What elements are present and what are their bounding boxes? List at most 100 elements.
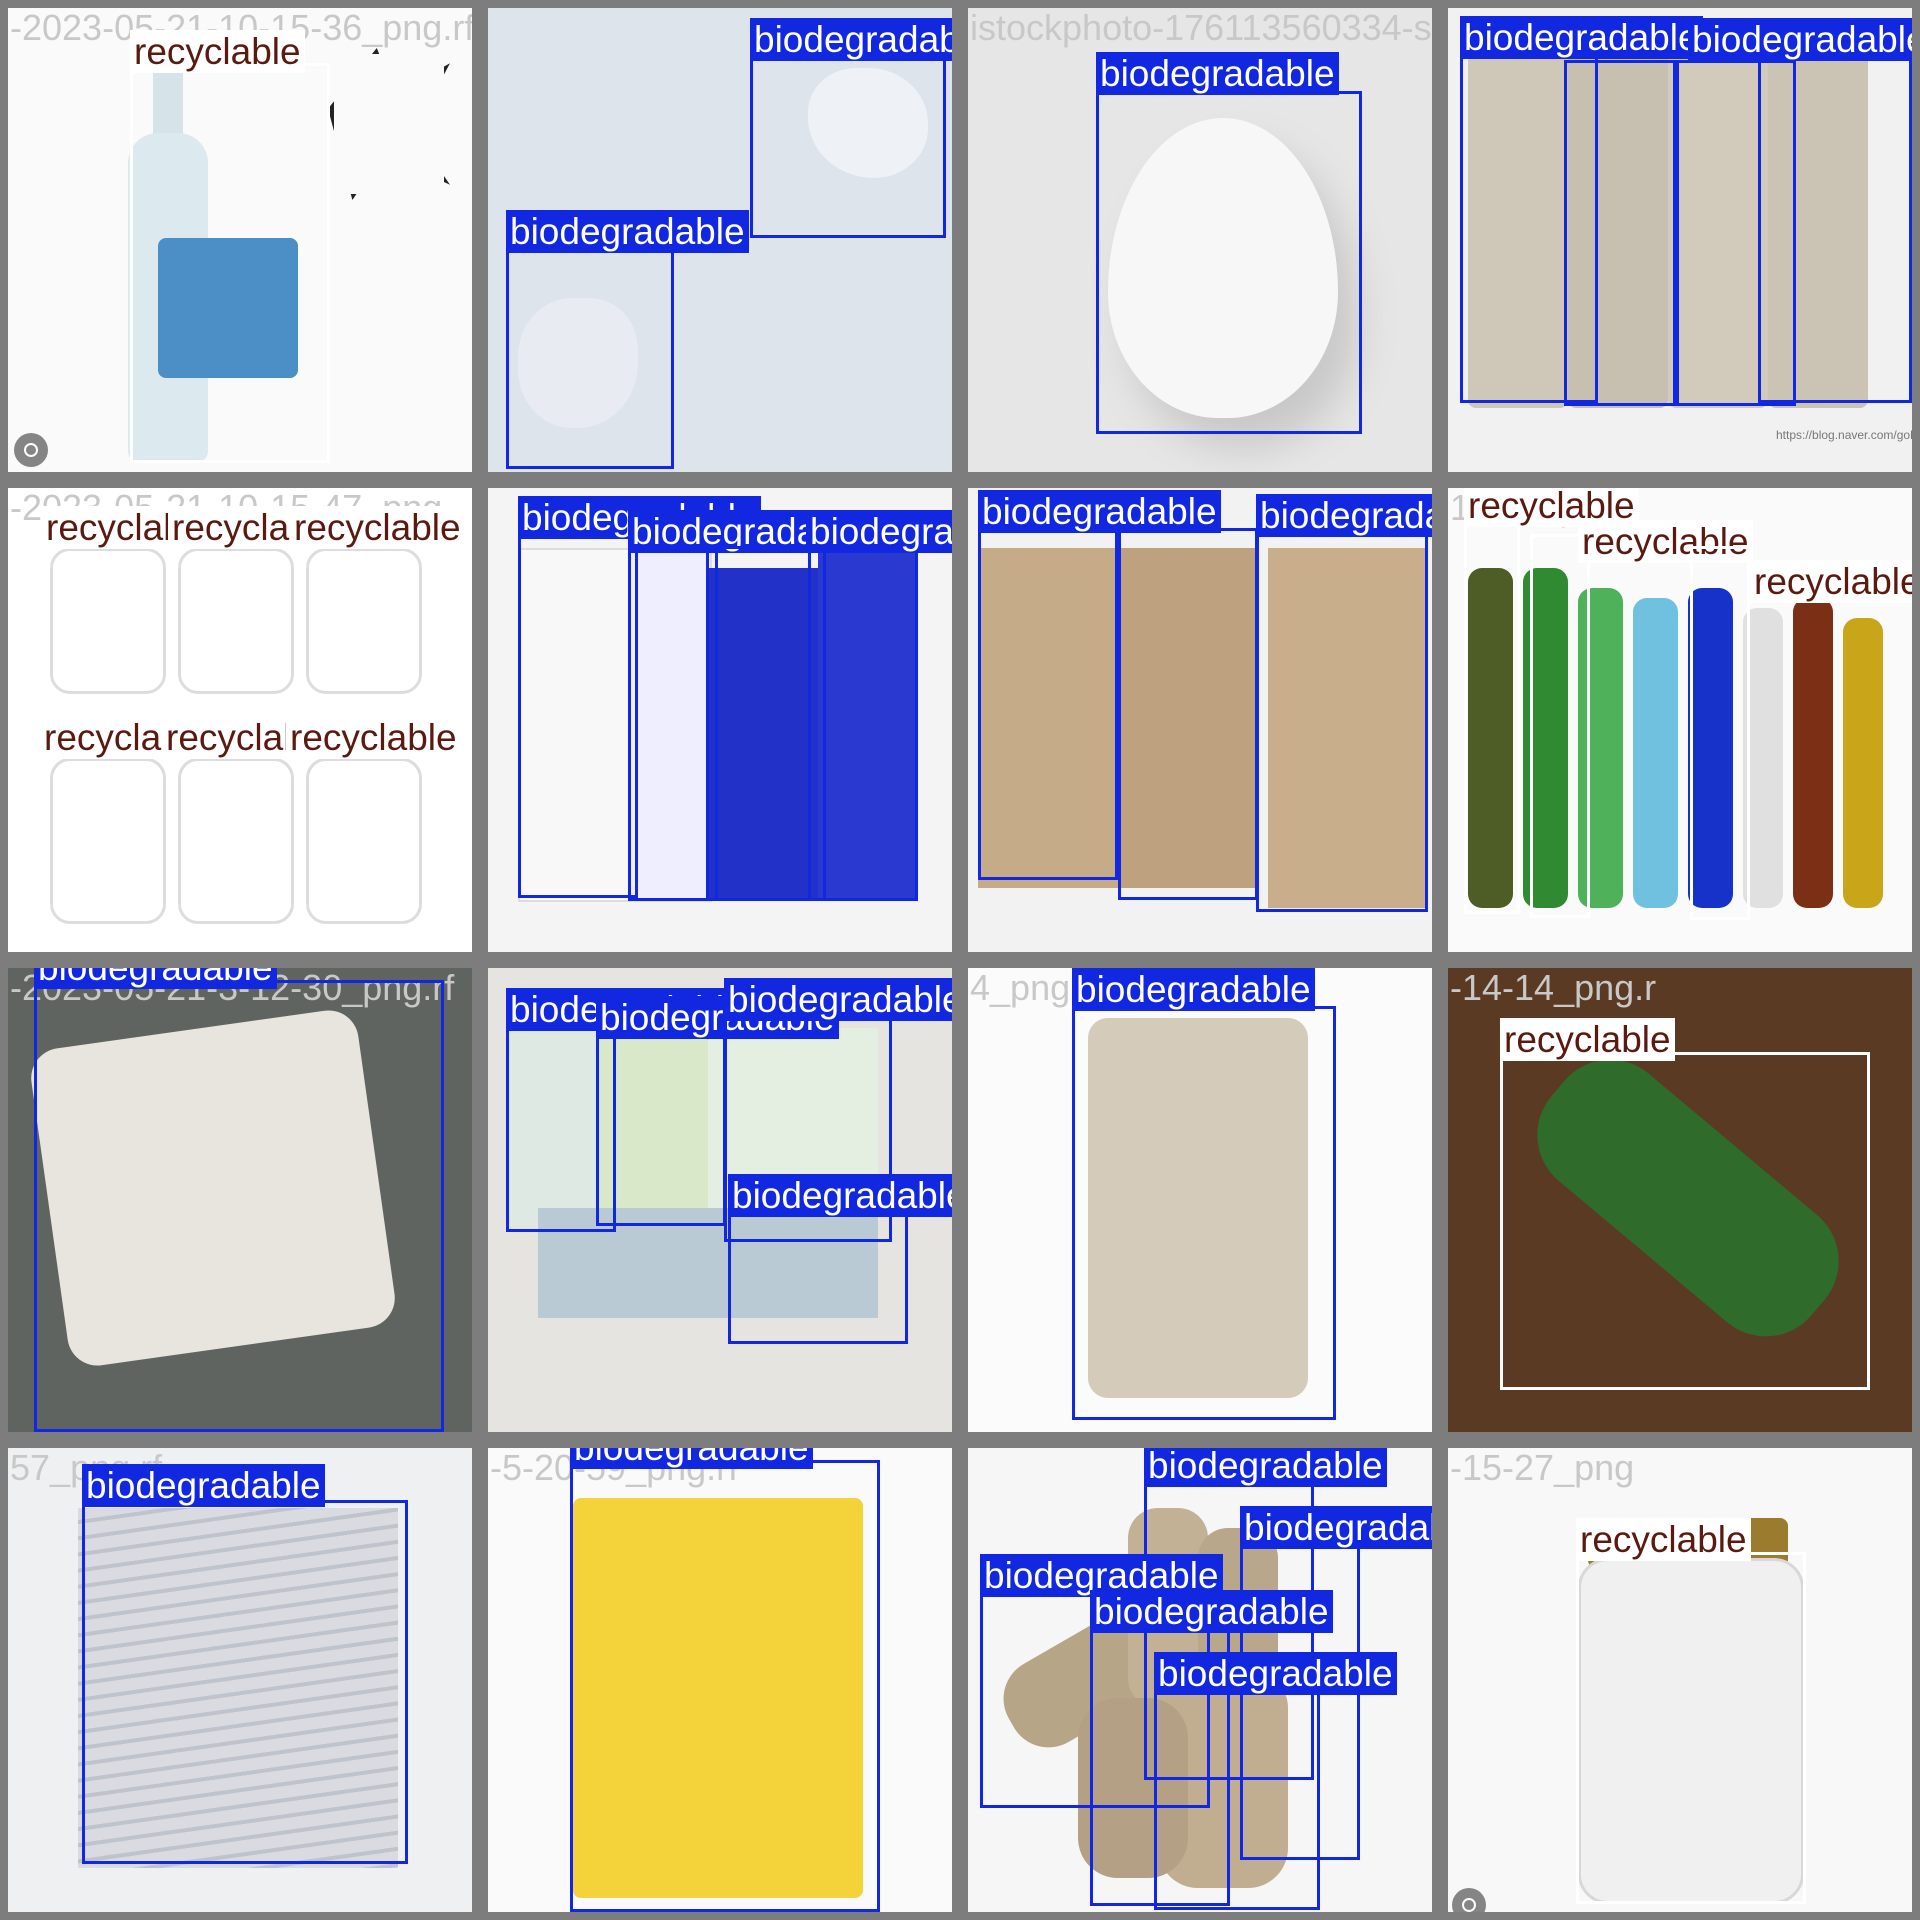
tile-photo bbox=[488, 1448, 952, 1912]
biodegradable-tag: biodegradable bbox=[1096, 52, 1339, 95]
recyclable-box bbox=[1576, 1552, 1806, 1904]
biodegradable-box bbox=[596, 1030, 726, 1226]
tile-14: -5-20-59_png.rf biodegradable bbox=[480, 1440, 960, 1920]
tile-photo: https://blog.naver.com/gobeak bbox=[1448, 8, 1912, 472]
recyclable-tag: recyclable bbox=[290, 506, 465, 549]
tile-5: -2023-05-21-10-15-47_png recyclable recy… bbox=[0, 480, 480, 960]
biodegradable-box bbox=[706, 546, 826, 901]
glass-bottle bbox=[1578, 588, 1623, 908]
recyclable-tag: recyclable bbox=[1500, 1018, 1675, 1061]
biodegradable-box bbox=[82, 1500, 408, 1864]
tile-photo bbox=[8, 1448, 472, 1912]
recyclable-tag: recyclable bbox=[1750, 560, 1912, 603]
biodegradable-box bbox=[1072, 1006, 1336, 1420]
tile-photo bbox=[968, 488, 1432, 952]
filename-label: -14-14_png.r bbox=[1450, 967, 1657, 1008]
newspaper-stack bbox=[78, 1508, 398, 1868]
tile-16: -15-27_png recyclable bbox=[1440, 1440, 1920, 1920]
paper-tube bbox=[1078, 1698, 1188, 1878]
tile-photo bbox=[8, 968, 472, 1432]
biodegradable-box bbox=[518, 528, 638, 898]
egg-shell bbox=[1108, 118, 1338, 418]
flattened-cartons bbox=[538, 1208, 878, 1318]
milk-carton bbox=[818, 548, 918, 898]
tile-1: -2023-05-21-10-15-36_png.rf recyclable bbox=[0, 0, 480, 480]
recyclable-tag: recyclable bbox=[286, 716, 461, 759]
glass-bottle bbox=[1843, 618, 1883, 908]
glass-jar bbox=[178, 548, 294, 694]
biodegradable-tag: biodegradable bbox=[806, 510, 952, 553]
recyclable-tag: recyclable bbox=[130, 30, 305, 73]
cardboard-carrier bbox=[978, 548, 1118, 888]
tile-3: istockphoto-176113560334-st biodegradabl… bbox=[960, 0, 1440, 480]
glass-jar bbox=[50, 548, 166, 694]
biodegradable-tag: biodegradable bbox=[1688, 18, 1912, 61]
biodegradable-box bbox=[1154, 1686, 1320, 1910]
tile-11: 4_png.rf biodegradable bbox=[960, 960, 1440, 1440]
tile-photo bbox=[8, 8, 472, 472]
biodegradable-box bbox=[1256, 528, 1428, 912]
recyclable-box bbox=[1530, 534, 1590, 918]
biodegradable-tag: biodegradable bbox=[570, 1448, 813, 1469]
biodegradable-box bbox=[570, 1460, 880, 1912]
glass-bottle bbox=[1468, 568, 1513, 908]
biodegradable-box bbox=[34, 980, 444, 1432]
bottle-neck bbox=[153, 68, 183, 138]
tile-photo bbox=[488, 488, 952, 952]
biodegradable-tag: biodegradable bbox=[34, 968, 277, 989]
biodegradable-tag: biodegradable bbox=[1072, 968, 1315, 1011]
paper-tube bbox=[1568, 48, 1668, 408]
biodegradable-tag: biodegradable bbox=[728, 1174, 952, 1217]
tile-9: -2023-05-21-3-12-30_png.rf biodegradable bbox=[0, 960, 480, 1440]
paper-tube bbox=[1468, 48, 1568, 408]
glass-jar bbox=[1578, 1558, 1804, 1904]
biodegradable-box bbox=[1118, 528, 1258, 900]
biodegradable-box bbox=[978, 524, 1118, 880]
recyclable-box bbox=[1464, 518, 1520, 914]
tile-12: -14-14_png.r recyclable bbox=[1440, 960, 1920, 1440]
glass-jar bbox=[50, 758, 166, 924]
recyclable-box bbox=[130, 63, 330, 463]
tile-6: biodegradable biodegradable biodegradabl… bbox=[480, 480, 960, 960]
biodegradable-tag: biodegradable bbox=[750, 18, 952, 61]
juice-carton bbox=[598, 1028, 708, 1228]
paper-ball bbox=[518, 298, 638, 428]
recyclable-tag: recyclable bbox=[1576, 1518, 1751, 1561]
glass-jar bbox=[306, 758, 422, 924]
paper-tube bbox=[1088, 1018, 1308, 1398]
tile-10: biodegradable biodegradable biodegradabl… bbox=[480, 960, 960, 1440]
recyclable-tag: recyclable bbox=[1578, 520, 1753, 563]
tile-photo bbox=[1448, 1448, 1912, 1912]
glass-jar bbox=[178, 758, 294, 924]
recyclable-box bbox=[1690, 546, 1750, 920]
bottle-label bbox=[158, 238, 298, 378]
filename-label: istockphoto-176113560334-st bbox=[970, 7, 1440, 48]
biodegradable-box bbox=[1564, 60, 1676, 406]
tile-2: biodegradable biodegradable bbox=[480, 0, 960, 480]
biodegradable-box bbox=[628, 546, 718, 901]
milk-carton bbox=[518, 548, 642, 902]
filename-label: -15-27_png bbox=[1450, 1447, 1635, 1488]
tile-4: https://blog.naver.com/gobeak biodegrada… bbox=[1440, 0, 1920, 480]
biodegradable-tag: biodegradable bbox=[82, 1464, 325, 1507]
glass-bottle bbox=[1633, 598, 1678, 908]
biodegradable-tag: biodegradable bbox=[980, 1554, 1223, 1597]
recyclable-box bbox=[1500, 1052, 1870, 1390]
milk-carton bbox=[708, 568, 818, 898]
camera-icon bbox=[14, 433, 48, 467]
glass-bottle bbox=[1688, 588, 1733, 908]
biodegradable-box bbox=[1676, 60, 1796, 406]
tile-photo bbox=[968, 968, 1432, 1432]
biodegradable-box bbox=[750, 50, 946, 238]
biodegradable-box bbox=[506, 244, 674, 469]
biodegradable-tag: biodegradable bbox=[1460, 16, 1703, 59]
tile-7: biodegradable biodegradable bbox=[960, 480, 1440, 960]
paper-ball bbox=[808, 68, 928, 178]
glass-bottle bbox=[1793, 598, 1833, 908]
tile-8: 13-11_png recyclable recyclable recyclab… bbox=[1440, 480, 1920, 960]
biodegradable-box bbox=[728, 1208, 908, 1344]
tile-13: 57_png.rf biodegradable bbox=[0, 1440, 480, 1920]
burst-graphic bbox=[328, 48, 450, 200]
biodegradable-tag: biodegradable bbox=[1154, 1652, 1397, 1695]
